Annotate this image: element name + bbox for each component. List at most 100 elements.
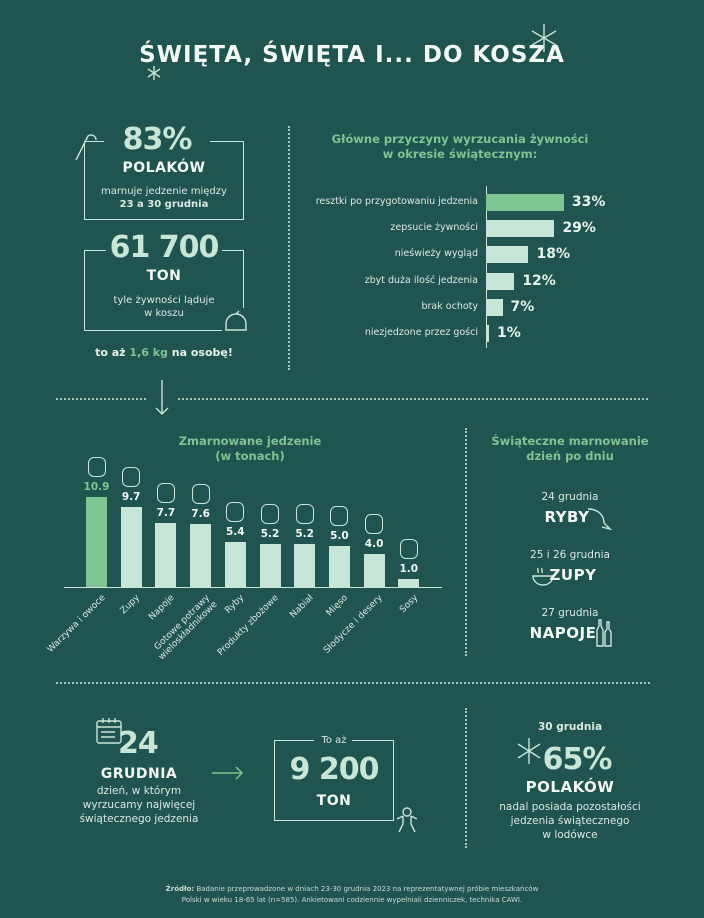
peak-day-label: GRUDNIA [100,766,178,782]
bar-value-label: 29% [562,220,596,237]
stat-label: POLAKÓW [122,160,206,176]
bottles-icon [596,619,612,647]
bar-value-label: 5.2 [295,528,314,541]
bar-value-label: 18% [536,246,570,263]
peak-amount-value: 9 200 [289,752,380,787]
bar-value-label: 10.9 [83,480,110,493]
peak-amount-label: TON [316,793,352,809]
fish-icon [587,508,612,531]
bar-category-label: nieświeży wygląd [394,248,478,260]
calendar-icon [96,718,122,744]
bar [294,544,316,587]
bar-category-label: Warzywa i owoce [45,593,108,655]
bar-category-label: zepsucie żywności [390,222,478,234]
bar-value-label: 5.0 [330,529,349,542]
bar [190,524,212,587]
bar [120,506,142,587]
jar-icon [399,538,418,559]
stat-desc: w koszu [144,308,184,319]
per-person-note: to aż 1,6 kg na osobę! [95,346,233,359]
dish-icon [191,484,210,505]
daily-title: Świąteczne marnowanie dzień po dniu [491,434,649,463]
daily-date: 25 i 26 grudnia [530,549,610,561]
arrow-down-icon [155,380,169,415]
daily-food: ZUPY [549,566,597,584]
peak-day-value: 24 [118,726,159,761]
bar-value-label: 7% [510,298,535,315]
stat-value: 61 700 [109,230,220,265]
bar-category-label: Nabiał [288,593,316,621]
arrow-right-icon [212,766,244,780]
peak-amount-pre: To aż [321,735,347,746]
bar [155,523,177,587]
peak-desc: świątecznego jedzenia [79,813,199,825]
y-axis [486,186,487,348]
bar [86,496,107,587]
bar-value-label: 12% [522,272,556,289]
reasons-chart-title: Główne przyczyny wyrzucania żywności w o… [331,132,589,161]
bar-category-label: niezjedzone przez gości [364,327,478,338]
carrot-icon [87,456,106,477]
bar-category-label: Mięso [325,593,351,619]
source-note: Źródło: Badanie przeprowadzone w dniach … [165,885,539,904]
peak-amount-box [274,741,394,821]
bar [486,325,489,342]
leftovers-label: POLAKÓW [525,778,615,796]
bar [486,246,529,264]
bar-category-label: Zupy [118,593,143,617]
stat-value: 83% [122,122,193,157]
daily-food: RYBY [544,508,590,526]
bar-value-label: 4.0 [364,537,384,550]
x-axis [64,587,442,588]
bar-value-label: 5.4 [225,526,245,539]
soup-bowl-icon [122,466,141,487]
bar-value-label: 5.2 [260,528,280,541]
bar [398,578,420,587]
stat-label: TON [146,268,182,284]
bar-category-label: resztki po przygotowaniu jedzenia [315,196,478,207]
peak-desc: wyrzucamy najwięcej [82,799,196,811]
grain-bowl-icon [261,504,279,525]
bottles-icon [156,483,175,504]
bar [363,553,385,587]
snowflake-icon [531,24,557,52]
drumstick-icon [330,505,349,526]
bar-value-label: 7.6 [191,508,210,521]
daily-food: NAPOJE [529,624,597,642]
bar [259,544,281,587]
leftovers-desc: w lodówce [542,829,598,841]
bar [328,545,350,587]
bar [486,272,515,290]
leftovers-date: 30 grudnia [537,721,603,733]
bar-category-label: Sosy [397,593,420,616]
leftovers-desc: jedzenia świątecznego [510,815,630,827]
soup-bowl-icon [532,567,554,586]
bar-category-label: zbyt duża ilość jedzenia [364,274,478,286]
daily-date: 24 grudnia [541,491,599,503]
bar [486,220,555,238]
bar-value-label: 1.0 [399,562,419,575]
leftovers-desc: nadal posiada pozostałości [499,801,641,813]
gingerbread-icon [394,806,420,834]
stat-box-61700 [84,251,244,331]
muffin-icon [365,513,384,534]
bar [486,194,564,211]
bar [224,542,246,587]
wasted-food-chart-title: Zmarnowane jedzenie (w tonach) [178,434,322,463]
page-title: ŚWIĘTA, ŚWIĘTA I... DO KOSZA [139,42,565,68]
snowflake-icon [517,738,541,764]
snowflake-icon [147,66,161,80]
stat-desc: marnuje jedzenie między [101,186,227,197]
bar-value-label: 9.7 [121,490,141,503]
pudding-icon [222,308,250,336]
stat-desc: tyle żywności ląduje [113,295,215,306]
daily-date: 27 grudnia [541,607,599,619]
bar-category-label: brak ochoty [421,300,479,312]
fish-icon [226,502,245,523]
bar-category-label: Ryby [223,593,247,616]
bar-value-label: 33% [571,194,606,210]
bar-value-label: 7.7 [156,507,176,520]
peak-desc: dzień, w którym [96,785,182,797]
bar-value-label: 1% [497,325,521,341]
bar [486,298,503,316]
